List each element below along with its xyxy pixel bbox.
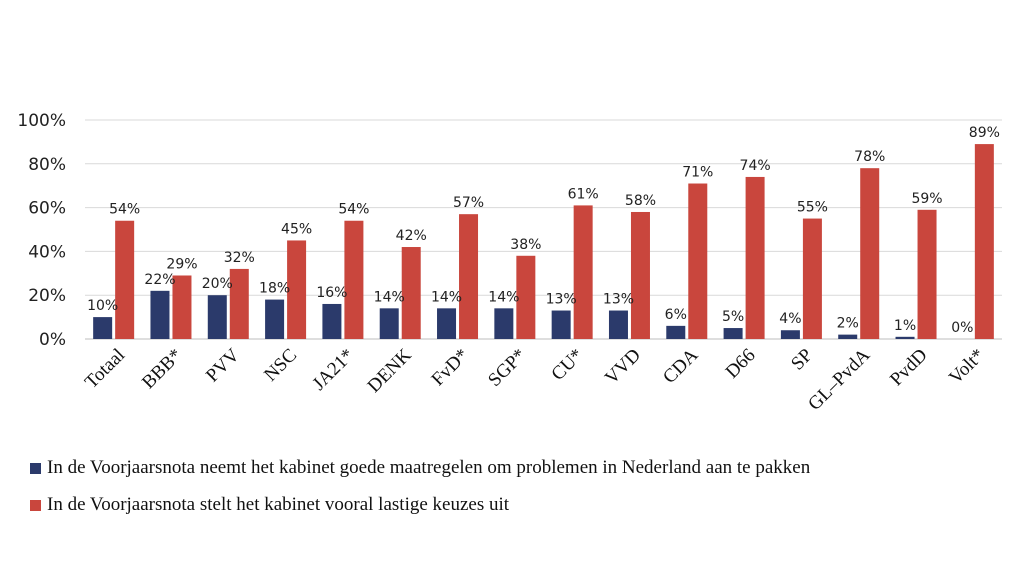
bar-series-1 xyxy=(265,299,285,339)
data-label-series-1: 14% xyxy=(488,289,519,305)
bar-series-2 xyxy=(172,275,192,339)
data-label-series-2: 59% xyxy=(911,191,942,207)
bar-series-1 xyxy=(895,336,915,339)
bar-series-1 xyxy=(379,308,399,339)
y-tick-label: 80% xyxy=(28,155,66,175)
data-label-series-1: 14% xyxy=(431,289,462,305)
y-tick-label: 60% xyxy=(28,199,66,219)
bar-series-1 xyxy=(666,325,686,339)
data-label-series-1: 20% xyxy=(202,276,233,292)
x-category-label: GL–PvdA xyxy=(804,344,874,414)
bar-series-2 xyxy=(573,205,593,339)
data-label-series-1: 6% xyxy=(665,307,687,323)
bar-series-2 xyxy=(287,240,307,339)
data-label-series-2: 54% xyxy=(338,202,369,218)
y-tick-label: 100% xyxy=(17,111,66,131)
x-category-label: BBB* xyxy=(138,345,186,393)
data-label-series-1: 5% xyxy=(722,309,744,325)
x-category-label: DENK xyxy=(364,344,416,396)
bar-series-2 xyxy=(917,209,937,339)
bar-series-2 xyxy=(974,144,994,339)
x-category-label: SP xyxy=(787,345,817,375)
bar-series-2 xyxy=(688,183,708,339)
bar-series-1 xyxy=(207,295,227,339)
legend-label-series-1: In de Voorjaarsnota neemt het kabinet go… xyxy=(47,457,811,478)
data-label-series-2: 74% xyxy=(740,158,771,174)
data-label-series-1: 13% xyxy=(603,292,634,308)
legend-swatch-series-1 xyxy=(30,462,41,474)
data-label-series-2: 38% xyxy=(510,237,541,253)
bar-series-2 xyxy=(229,268,249,339)
legend-item-series-2: In de Voorjaarsnota stelt het kabinet vo… xyxy=(30,494,509,516)
data-label-series-1: 22% xyxy=(144,272,175,288)
bar-series-1 xyxy=(838,334,858,339)
x-category-label: PvdD xyxy=(886,345,931,390)
data-label-series-1: 4% xyxy=(779,311,801,327)
data-label-series-1: 13% xyxy=(546,292,577,308)
y-tick-label: 40% xyxy=(28,242,66,262)
x-category-label: CDA xyxy=(659,344,702,387)
data-labels: 10% 54% 22%29% 20% 32%18% 45% 16% 54% 14% 42% 14% 5… xyxy=(87,125,1000,336)
legend-swatch-series-2 xyxy=(30,499,41,511)
legend-label-series-2: In de Voorjaarsnota stelt het kabinet vo… xyxy=(47,494,510,515)
data-label-series-2: 89% xyxy=(969,125,1000,141)
bar-series-1 xyxy=(322,303,342,339)
data-label-series-2: 57% xyxy=(453,195,484,211)
data-label-series-1: 14% xyxy=(374,289,405,305)
data-label-series-2: 55% xyxy=(797,200,828,216)
x-category-label: CU* xyxy=(547,345,587,385)
data-label-series-2: 42% xyxy=(396,228,427,244)
bar-series-2 xyxy=(516,255,536,339)
data-label-series-1: 2% xyxy=(837,316,859,332)
data-label-series-2: 45% xyxy=(281,221,312,237)
data-label-series-2: 71% xyxy=(682,165,713,181)
bar-series-2 xyxy=(745,176,765,339)
bar-series-2 xyxy=(401,247,421,339)
data-label-series-1: 10% xyxy=(87,298,118,314)
x-category-label: PVV xyxy=(202,344,244,386)
x-category-label: VVD xyxy=(601,345,645,389)
x-category-label: FvD* xyxy=(428,345,473,390)
y-tick-label: 20% xyxy=(28,286,66,306)
bar-series-1 xyxy=(93,317,113,339)
data-label-series-2: 61% xyxy=(568,186,599,202)
bar-series-2 xyxy=(860,168,880,339)
bar-series-1 xyxy=(437,308,457,339)
data-label-series-1: 1% xyxy=(894,318,916,334)
data-label-series-2: 54% xyxy=(109,202,140,218)
data-label-series-1: 18% xyxy=(259,281,290,297)
y-axis: 0% 20% 40% 60% 80% 100% xyxy=(17,111,66,350)
bar-series-1 xyxy=(723,328,743,339)
x-axis: Totaal BBB* PVV NSC JA21* DENK FvD* SGP* CU* VVD C… xyxy=(81,344,989,414)
data-label-series-2: 78% xyxy=(854,149,885,165)
bar-series-2 xyxy=(115,220,135,339)
bars xyxy=(93,144,994,339)
data-label-series-2: 32% xyxy=(224,250,255,266)
x-category-label: JA21* xyxy=(309,345,359,395)
data-label-series-2: 29% xyxy=(166,256,197,272)
x-category-label: NSC xyxy=(260,345,301,386)
x-category-label: SGP* xyxy=(484,345,530,391)
data-label-series-1: 0% xyxy=(951,320,973,336)
bar-series-2 xyxy=(344,220,364,339)
x-category-label: D66 xyxy=(722,345,760,383)
bar-series-1 xyxy=(780,330,800,339)
data-label-series-2: 58% xyxy=(625,193,656,209)
data-label-series-1: 16% xyxy=(316,285,347,301)
bar-series-1 xyxy=(551,310,571,339)
bar-series-1 xyxy=(608,310,628,339)
bar-series-2 xyxy=(802,218,822,339)
bar-series-2 xyxy=(459,214,479,339)
bar-chart: 0% 20% 40% 60% 80% 100% 10% 54% 22%29% 20% 32%18%… xyxy=(17,111,1002,415)
legend-item-series-1: In de Voorjaarsnota neemt het kabinet go… xyxy=(30,457,810,479)
x-category-label: Totaal xyxy=(81,345,129,393)
bar-series-2 xyxy=(630,211,650,339)
bar-series-1 xyxy=(494,308,514,339)
y-tick-label: 0% xyxy=(39,330,66,350)
x-category-label: Volt* xyxy=(945,345,989,389)
bar-series-1 xyxy=(150,290,170,339)
